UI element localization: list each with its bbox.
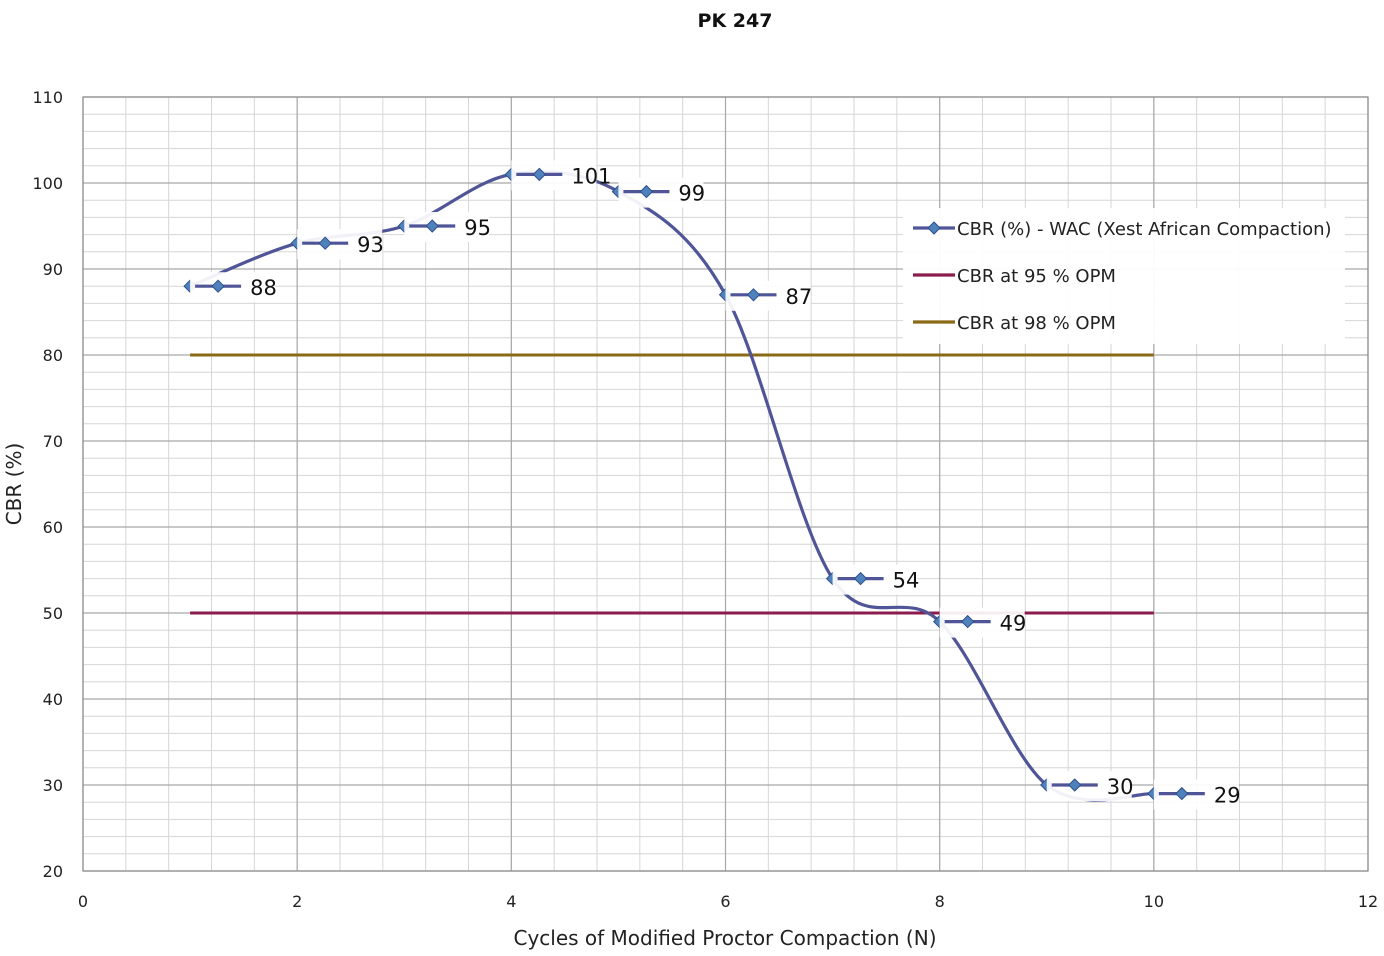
legend-marker-icon <box>927 221 941 235</box>
data-label-group: 87 <box>725 280 813 311</box>
data-label-group: 88 <box>190 272 277 303</box>
y-tick-label: 90 <box>43 260 63 279</box>
data-label-key-marker <box>960 614 975 629</box>
y-tick-label: 100 <box>32 174 63 193</box>
x-tick-label: 2 <box>292 892 302 911</box>
data-label: 88 <box>250 276 277 300</box>
legend-background <box>903 208 1345 344</box>
axes: 0 2 4 6 8 10 12 20 30 40 50 60 70 80 90 100 110 <box>32 88 1378 911</box>
data-label-key-marker <box>639 184 654 199</box>
y-tick-label: 30 <box>43 776 63 795</box>
data-label-key-marker <box>211 279 225 293</box>
data-label: 101 <box>571 164 611 188</box>
x-tick-label: 10 <box>1144 892 1164 911</box>
legend-entry: CBR (%) - WAC (Xest African Compaction) <box>957 219 1332 240</box>
data-label-group: 93 <box>297 229 384 260</box>
x-tick-label: 8 <box>935 892 945 911</box>
x-tick-label: 0 <box>78 892 88 911</box>
data-label: 30 <box>1107 775 1134 799</box>
data-label: 87 <box>786 285 813 309</box>
x-tick-label: 12 <box>1358 892 1378 911</box>
data-label: 29 <box>1214 784 1241 808</box>
data-label-key-marker <box>425 219 439 233</box>
data-label-key-marker <box>853 571 868 586</box>
data-label: 49 <box>1000 612 1027 636</box>
data-label-group: 29 <box>1153 779 1241 810</box>
data-label-key-marker <box>318 236 332 250</box>
y-tick-label: 60 <box>43 518 63 537</box>
data-label-group: 30 <box>1046 771 1134 801</box>
x-tick-label: 6 <box>720 892 730 911</box>
data-label: 99 <box>678 182 705 206</box>
legend: CBR (%) - WAC (Xest African Compaction) C… <box>903 208 1345 344</box>
y-tick-label: 70 <box>43 432 63 451</box>
x-axis-title: Cycles of Modified Proctor Compaction (N… <box>513 926 936 950</box>
y-tick-label: 40 <box>43 690 63 709</box>
plot-border <box>82 96 1369 872</box>
data-label-key-marker <box>746 288 761 302</box>
data-label: 95 <box>464 216 491 240</box>
data-label-key-marker <box>1175 786 1189 801</box>
data-label-group: 101 <box>511 160 611 191</box>
data-label: 54 <box>893 569 920 593</box>
data-label-key-marker <box>532 167 547 182</box>
data-label-group: 49 <box>939 607 1027 638</box>
y-tick-label: 80 <box>43 346 63 365</box>
data-label: 93 <box>357 233 384 257</box>
data-label-group: 54 <box>832 564 920 595</box>
chart-title: PK 247 <box>698 10 773 32</box>
y-tick-label: 110 <box>32 88 63 107</box>
legend-entry: CBR at 95 % OPM <box>957 266 1116 287</box>
data-label-group: 99 <box>618 177 705 208</box>
y-tick-label: 20 <box>43 862 63 881</box>
x-tick-label: 4 <box>506 892 516 911</box>
data-labels: 88 93 95 101 99 87 54 49 30 29 <box>190 160 1241 810</box>
y-axis-title: CBR (%) <box>2 443 26 526</box>
y-tick-label: 50 <box>43 604 63 623</box>
data-label-group: 95 <box>404 212 491 242</box>
data-label-key-marker <box>1068 778 1082 792</box>
legend-entry: CBR at 98 % OPM <box>957 313 1116 334</box>
